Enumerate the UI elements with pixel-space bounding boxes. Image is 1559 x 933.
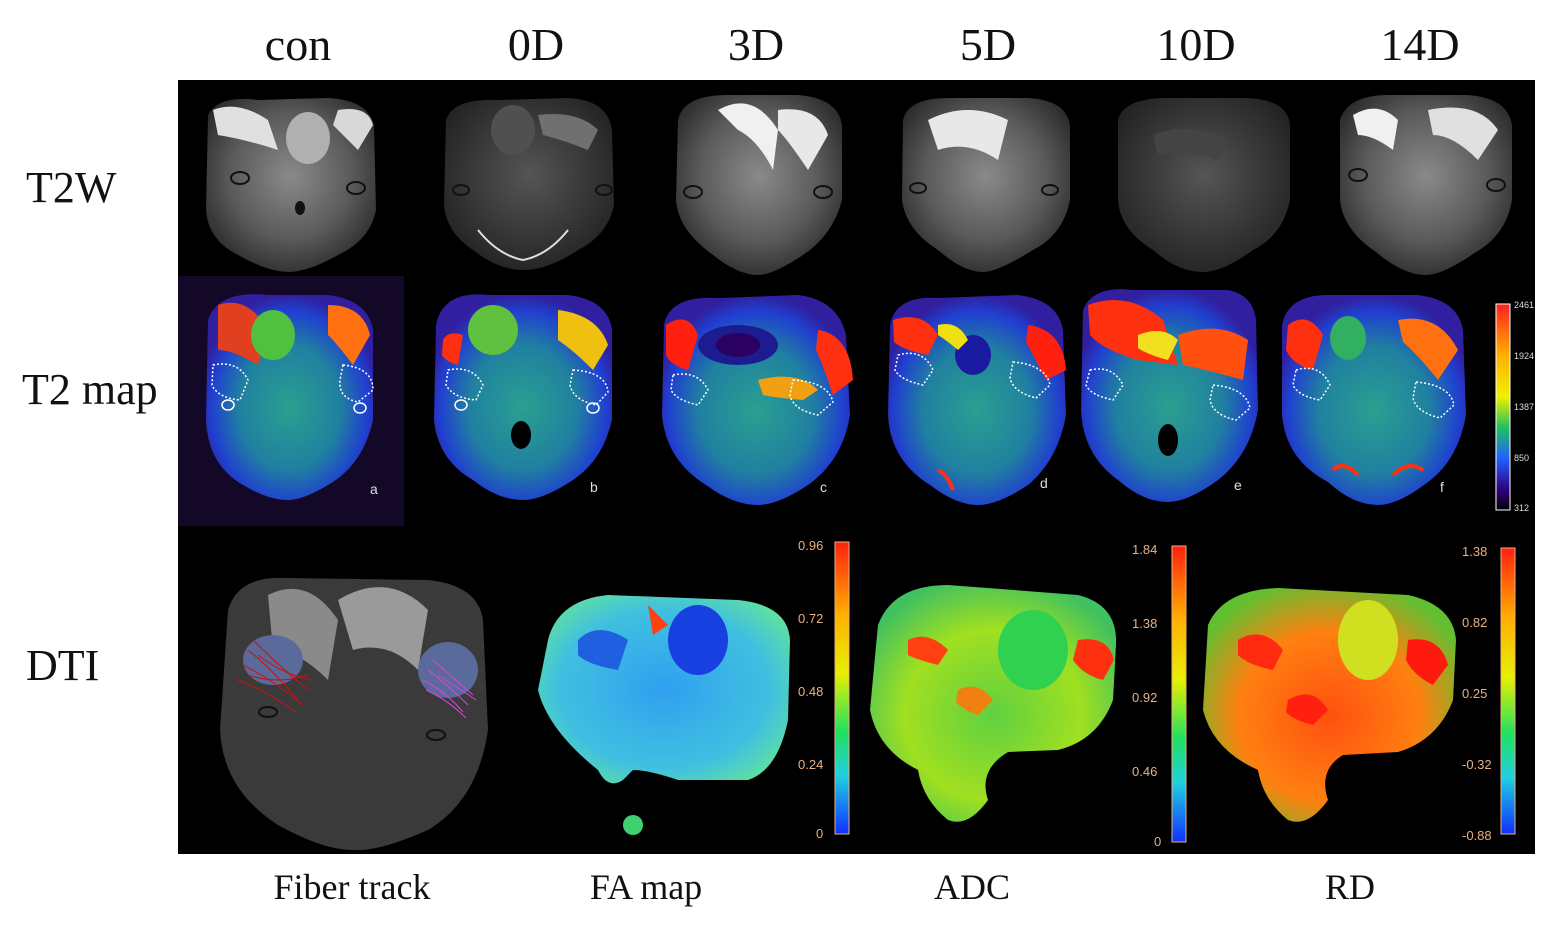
dti-row: 0.96 0.72 0.48 0.24 0 1.84 1.38 0.92 0.4… <box>220 538 1516 851</box>
t2-map-row: a b c <box>178 276 1534 526</box>
t2-colorbar <box>1495 303 1511 511</box>
adc-colorbar-tick: 1.84 <box>1132 542 1157 557</box>
t2-colorbar-tick: 850 <box>1514 453 1529 463</box>
fa-colorbar-tick: 0.96 <box>798 538 823 553</box>
fa-colorbar-tick: 0.24 <box>798 757 823 772</box>
t2-colorbar-tick: 2461 <box>1514 300 1534 310</box>
panel-letter-c: c <box>820 479 827 495</box>
t2-colorbar-tick: 312 <box>1514 503 1529 513</box>
panel-letter-a: a <box>370 481 378 497</box>
rd-colorbar-tick: 1.38 <box>1462 544 1487 559</box>
row-label-t2w: T2W <box>26 163 117 212</box>
panel-letter-f: f <box>1440 479 1444 495</box>
fa-colorbar <box>834 541 850 835</box>
adc-colorbar-tick: 1.38 <box>1132 616 1157 631</box>
adc-colorbar-tick: 0.92 <box>1132 690 1157 705</box>
label-fa-map: FA map <box>589 867 703 907</box>
column-label-con: con <box>264 19 332 70</box>
column-label-14d: 14D <box>1380 19 1460 70</box>
column-label-0d: 0D <box>507 19 565 70</box>
fiber-track-magenta <box>422 659 477 719</box>
rd-colorbar-tick: 0.25 <box>1462 686 1487 701</box>
column-label-3d: 3D <box>727 19 785 70</box>
adc-colorbar-tick: 0.46 <box>1132 764 1157 779</box>
panel-letter-d: d <box>1040 475 1048 491</box>
column-label-10d: 10D <box>1156 19 1236 70</box>
panel-letter-b: b <box>590 479 598 495</box>
row-label-t2map: T2 map <box>22 365 158 414</box>
label-adc: ADC <box>933 867 1010 907</box>
rd-colorbar-tick: -0.88 <box>1462 828 1492 843</box>
panel-letter-e: e <box>1234 477 1242 493</box>
fa-colorbar-tick: 0 <box>816 826 823 841</box>
fa-colorbar-tick: 0.72 <box>798 611 823 626</box>
fiber-track-red <box>237 639 314 713</box>
t2-colorbar-tick: 1924 <box>1514 351 1534 361</box>
t2-colorbar-tick: 1387 <box>1514 402 1534 412</box>
rd-colorbar-tick: 0.82 <box>1462 615 1487 630</box>
rd-colorbar <box>1500 547 1516 835</box>
adc-colorbar <box>1171 545 1187 843</box>
row-label-dti: DTI <box>26 641 100 690</box>
adc-colorbar-tick: 0 <box>1154 834 1161 849</box>
label-fiber-track: Fiber track <box>273 867 431 907</box>
fa-colorbar-tick: 0.48 <box>798 684 823 699</box>
column-label-5d: 5D <box>959 19 1017 70</box>
mri-figure: a b c <box>178 95 1534 851</box>
rd-colorbar-tick: -0.32 <box>1462 757 1492 772</box>
t2w-row <box>206 95 1512 275</box>
label-rd: RD <box>1324 867 1375 907</box>
mri-image-panel: a b c <box>178 80 1535 854</box>
